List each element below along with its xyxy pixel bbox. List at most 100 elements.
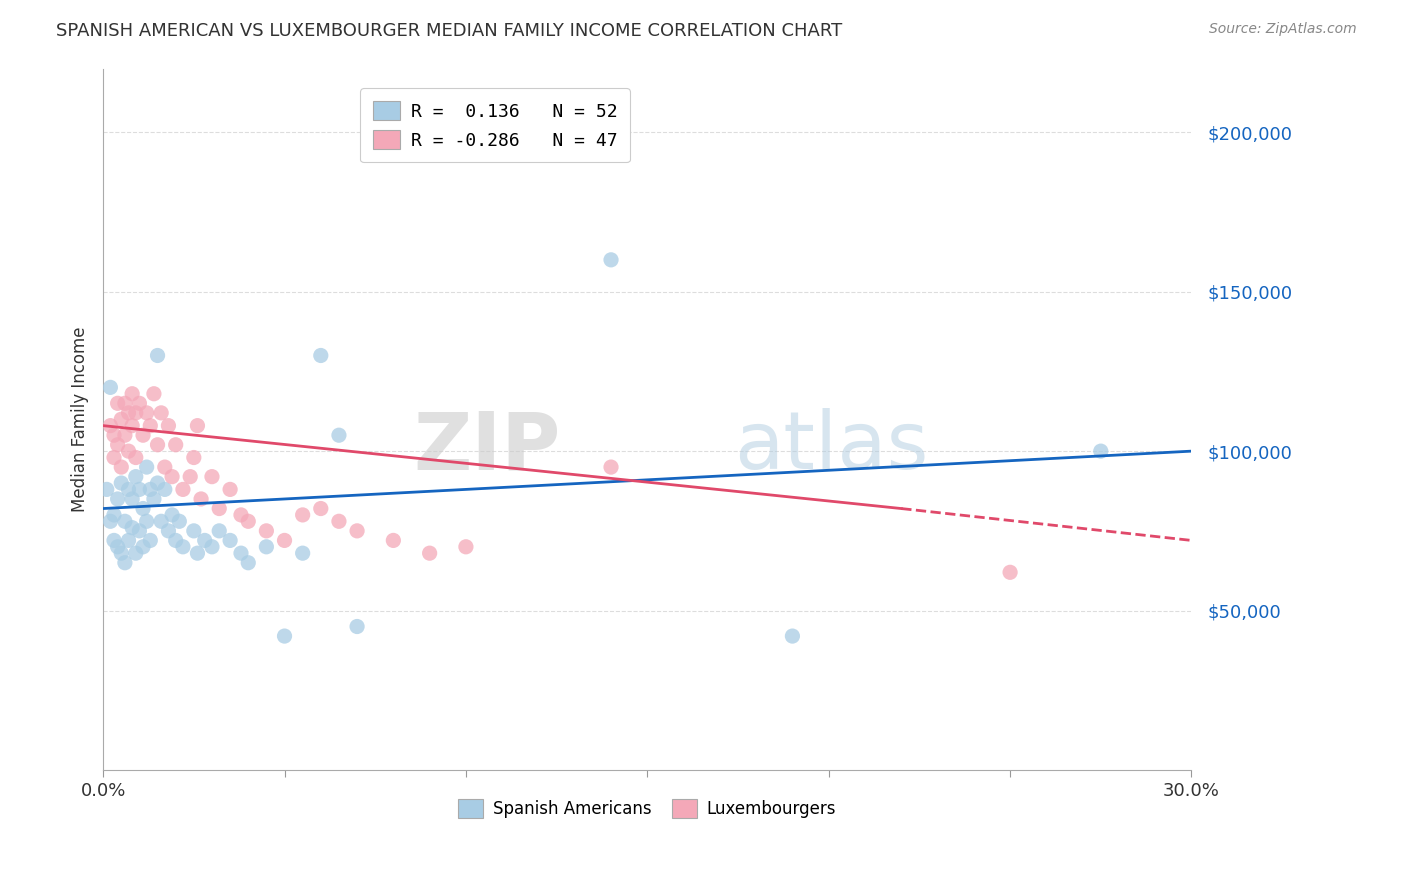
Point bbox=[100, 380, 122, 394]
Point bbox=[139, 533, 162, 548]
Point bbox=[782, 629, 804, 643]
Point bbox=[153, 460, 176, 475]
Point bbox=[132, 501, 155, 516]
Point bbox=[1090, 444, 1112, 458]
Point bbox=[100, 418, 122, 433]
Point bbox=[142, 386, 165, 401]
Point bbox=[125, 469, 148, 483]
Y-axis label: Median Family Income: Median Family Income bbox=[72, 326, 89, 512]
Point bbox=[146, 476, 169, 491]
Point bbox=[110, 412, 132, 426]
Point bbox=[121, 521, 143, 535]
Point bbox=[132, 540, 155, 554]
Point bbox=[254, 524, 277, 538]
Point bbox=[273, 533, 295, 548]
Point bbox=[183, 524, 205, 538]
Point bbox=[600, 252, 623, 267]
Text: ZIP: ZIP bbox=[413, 409, 560, 486]
Point bbox=[107, 438, 129, 452]
Point bbox=[219, 483, 242, 497]
Point bbox=[117, 533, 139, 548]
Point bbox=[328, 428, 350, 442]
Point bbox=[146, 349, 169, 363]
Legend: Spanish Americans, Luxembourgers: Spanish Americans, Luxembourgers bbox=[451, 793, 844, 825]
Point bbox=[208, 501, 231, 516]
Point bbox=[103, 508, 125, 522]
Point bbox=[419, 546, 441, 560]
Point bbox=[382, 533, 405, 548]
Point bbox=[201, 469, 224, 483]
Point bbox=[146, 438, 169, 452]
Point bbox=[273, 629, 295, 643]
Point bbox=[107, 540, 129, 554]
Point bbox=[128, 524, 150, 538]
Point bbox=[125, 546, 148, 560]
Point bbox=[238, 514, 260, 528]
Point bbox=[186, 546, 208, 560]
Point bbox=[117, 483, 139, 497]
Point bbox=[110, 476, 132, 491]
Point bbox=[346, 619, 368, 633]
Point bbox=[238, 556, 260, 570]
Point bbox=[219, 533, 242, 548]
Point bbox=[172, 540, 194, 554]
Point bbox=[110, 546, 132, 560]
Point bbox=[107, 396, 129, 410]
Text: SPANISH AMERICAN VS LUXEMBOURGER MEDIAN FAMILY INCOME CORRELATION CHART: SPANISH AMERICAN VS LUXEMBOURGER MEDIAN … bbox=[56, 22, 842, 40]
Point bbox=[194, 533, 217, 548]
Point bbox=[186, 418, 208, 433]
Point bbox=[128, 396, 150, 410]
Point bbox=[110, 460, 132, 475]
Point bbox=[128, 483, 150, 497]
Point bbox=[121, 386, 143, 401]
Point bbox=[150, 406, 173, 420]
Point bbox=[328, 514, 350, 528]
Point bbox=[142, 491, 165, 506]
Point bbox=[229, 546, 252, 560]
Point bbox=[190, 491, 212, 506]
Point bbox=[132, 428, 155, 442]
Point bbox=[125, 406, 148, 420]
Point bbox=[139, 418, 162, 433]
Point bbox=[117, 444, 139, 458]
Point bbox=[208, 524, 231, 538]
Point bbox=[229, 508, 252, 522]
Point bbox=[291, 508, 314, 522]
Point bbox=[125, 450, 148, 465]
Point bbox=[139, 483, 162, 497]
Point bbox=[100, 514, 122, 528]
Point bbox=[103, 533, 125, 548]
Point bbox=[121, 418, 143, 433]
Point bbox=[103, 450, 125, 465]
Point bbox=[117, 406, 139, 420]
Point bbox=[114, 428, 136, 442]
Point bbox=[114, 396, 136, 410]
Point bbox=[346, 524, 368, 538]
Text: Source: ZipAtlas.com: Source: ZipAtlas.com bbox=[1209, 22, 1357, 37]
Point bbox=[254, 540, 277, 554]
Point bbox=[157, 524, 180, 538]
Point bbox=[160, 508, 183, 522]
Text: atlas: atlas bbox=[734, 409, 929, 486]
Point bbox=[96, 483, 118, 497]
Point bbox=[153, 483, 176, 497]
Point bbox=[107, 491, 129, 506]
Point bbox=[150, 514, 173, 528]
Point bbox=[114, 514, 136, 528]
Point bbox=[600, 460, 623, 475]
Point bbox=[291, 546, 314, 560]
Point bbox=[169, 514, 191, 528]
Point bbox=[135, 406, 157, 420]
Point bbox=[454, 540, 477, 554]
Point bbox=[172, 483, 194, 497]
Point bbox=[103, 428, 125, 442]
Point bbox=[183, 450, 205, 465]
Point bbox=[201, 540, 224, 554]
Point bbox=[309, 349, 332, 363]
Point bbox=[160, 469, 183, 483]
Point bbox=[157, 418, 180, 433]
Point bbox=[998, 566, 1021, 580]
Point bbox=[179, 469, 201, 483]
Point bbox=[309, 501, 332, 516]
Point bbox=[165, 533, 187, 548]
